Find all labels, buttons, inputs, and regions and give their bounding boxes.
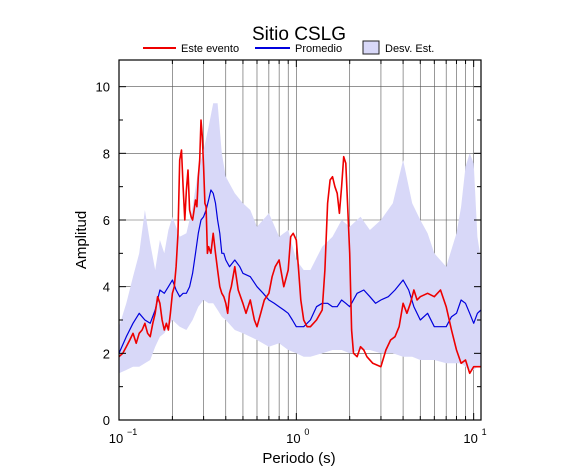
y-tick-label: 4 [103, 280, 110, 295]
plot-frame [118, 59, 482, 421]
series-line-este-evento [118, 119, 481, 375]
series-line-promedio [118, 189, 482, 354]
x-tick-exponent: −1 [127, 427, 137, 437]
x-tick-exponent: 1 [482, 427, 487, 437]
x-tick-exponent: 0 [304, 427, 309, 437]
y-axis-label: Amplitud [73, 211, 90, 269]
legend-event-label: Este evento [181, 43, 239, 55]
legend-band-swatch [362, 40, 380, 55]
legend-band-label: Desv. Est. [385, 43, 434, 55]
y-tick-label: 2 [103, 346, 110, 361]
std-dev-area [119, 103, 481, 374]
x-tick-label: 10 [109, 431, 123, 446]
x-tick-label: 10 [463, 431, 477, 446]
legend: Este evento Promedio Desv. Est. [143, 40, 434, 55]
y-tick-label: 6 [103, 213, 110, 228]
axis-ticks: 0 2 4 6 8 10 10 −1 10 0 10 1 [96, 60, 487, 446]
series-lines [118, 119, 482, 375]
y-tick-label: 0 [103, 413, 110, 428]
legend-mean-label: Promedio [295, 43, 342, 55]
y-tick-label: 8 [103, 146, 110, 161]
y-tick-label: 10 [96, 80, 110, 95]
chart-title: Sitio CSLG [252, 24, 346, 45]
std-dev-band [119, 103, 481, 374]
x-tick-label: 10 [286, 431, 300, 446]
x-axis-label: Periodo (s) [262, 450, 335, 467]
